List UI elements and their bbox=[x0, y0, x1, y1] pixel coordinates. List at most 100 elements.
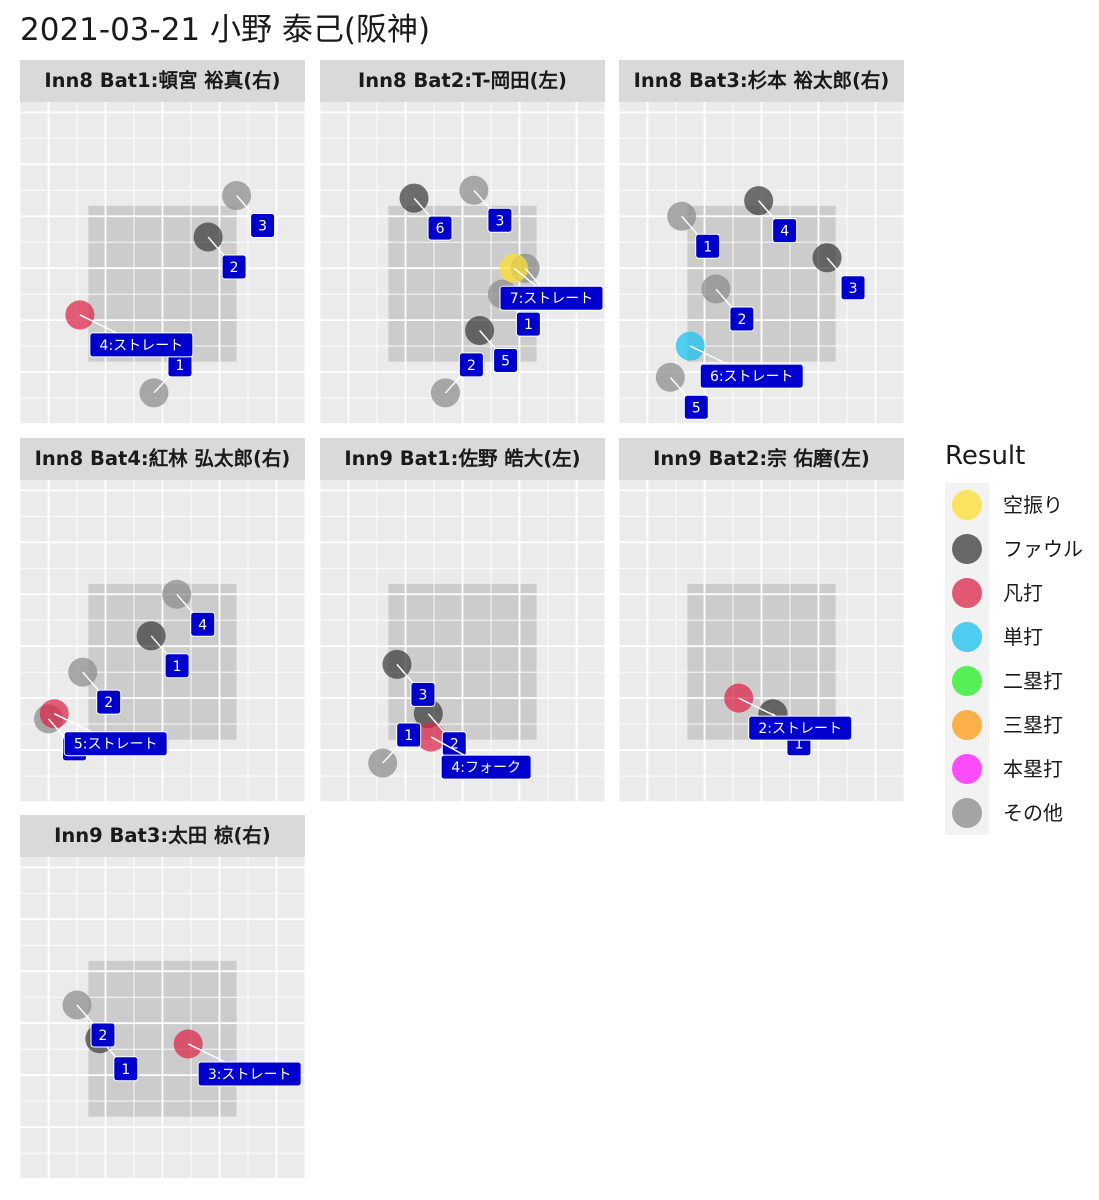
pitch-point bbox=[62, 990, 92, 1020]
pitch-label-box bbox=[410, 681, 436, 707]
pitch-label: 1 bbox=[404, 728, 413, 744]
pitch-label: 2 bbox=[99, 1028, 108, 1044]
pitch-label-box bbox=[748, 715, 853, 741]
pitch-label-box bbox=[221, 254, 247, 280]
plot-area: 12:ストレート bbox=[619, 480, 904, 802]
pitch-label: 4:フォーク bbox=[451, 760, 521, 776]
facet-panel: Inn9 Bat2:宗 佑磨(左) 1 2:ストレート bbox=[619, 438, 904, 802]
pitch-label: 3 bbox=[849, 281, 858, 297]
pitch-label: 4 bbox=[780, 224, 789, 240]
pitch-point bbox=[162, 579, 192, 609]
pitch-label-box bbox=[440, 754, 532, 780]
pitch-label-box bbox=[499, 285, 604, 311]
pitch-point bbox=[39, 699, 69, 729]
pitch-label-box bbox=[197, 1061, 302, 1087]
pitch-label-box bbox=[772, 218, 798, 244]
panel-title: Inn9 Bat1:佐野 皓大(左) bbox=[320, 438, 605, 480]
pitch-label-box bbox=[683, 394, 709, 420]
pitch-label-box bbox=[458, 352, 484, 378]
pitch-label: 4:ストレート bbox=[100, 338, 184, 354]
legend-item: 三塁打 bbox=[945, 703, 1063, 747]
legend-swatch bbox=[952, 578, 982, 608]
legend-swatch bbox=[952, 490, 982, 520]
grid-lines bbox=[320, 480, 605, 802]
pitch-label-box bbox=[250, 212, 276, 238]
pitch-label: 2 bbox=[104, 695, 113, 711]
panel-title: Inn9 Bat2:宗 佑磨(左) bbox=[619, 438, 904, 480]
pitch-point bbox=[655, 362, 685, 392]
legend-swatch bbox=[952, 534, 982, 564]
pitch-label: 3 bbox=[495, 213, 504, 229]
pitch-label: 6 bbox=[436, 221, 445, 237]
pitch-label: 1 bbox=[703, 239, 712, 255]
pitch-label-box bbox=[89, 332, 194, 358]
facet-panel: Inn8 Bat1:頓宮 裕真(右) 1 2 3 4:ストレート bbox=[20, 60, 305, 424]
pitch-label-box bbox=[90, 1022, 116, 1048]
pitch-label: 5 bbox=[501, 354, 510, 370]
facet-panel: Inn8 Bat3:杉本 裕太郎(右) 1 2 3 4 5 6:ストレート bbox=[619, 60, 904, 424]
panel-title: Inn8 Bat4:紅林 弘太郎(右) bbox=[20, 438, 305, 480]
panel-title: Inn9 Bat3:太田 椋(右) bbox=[20, 815, 305, 857]
facet-panel: Inn8 Bat2:T-岡田(左)1234567:ストレート bbox=[320, 60, 605, 424]
legend-label: 本塁打 bbox=[1003, 757, 1063, 781]
pitch-point bbox=[812, 243, 842, 273]
pitch-label-box bbox=[164, 653, 190, 679]
pitch-label: 2:ストレート bbox=[758, 721, 842, 737]
legend-item: 本塁打 bbox=[945, 747, 1063, 791]
facet-panel: Inn9 Bat3:太田 椋(右) 1 2 3:ストレート bbox=[20, 815, 305, 1179]
pitch-point bbox=[499, 253, 529, 283]
pitch-label: 5:ストレート bbox=[74, 737, 158, 753]
pitch-label-box bbox=[695, 233, 721, 259]
pitch-label: 3 bbox=[418, 687, 427, 703]
plot-area: 1 2 3 4:フォーク bbox=[320, 480, 605, 802]
legend-label: その他 bbox=[1003, 801, 1063, 825]
pitch-label: 3:ストレート bbox=[208, 1067, 292, 1083]
legend-title: Result bbox=[945, 441, 1026, 471]
pitch-label: 1 bbox=[794, 737, 803, 753]
pitch-label: 4 bbox=[198, 617, 207, 633]
legend-item: 凡打 bbox=[945, 571, 1043, 615]
plot-area: 1 2 3:ストレート bbox=[20, 857, 305, 1179]
legend-label: 二塁打 bbox=[1003, 669, 1063, 693]
pitch-label-box bbox=[840, 275, 866, 301]
legend-item: 空振り bbox=[945, 483, 1063, 527]
pitch-label-box bbox=[113, 1056, 139, 1082]
pitch-label: 6:ストレート bbox=[710, 369, 794, 385]
chart-title: 2021-03-21 小野 泰己(阪神) bbox=[20, 12, 431, 48]
pitch-label: 5 bbox=[692, 400, 701, 416]
plot-area: 1 2 3 4:ストレート bbox=[20, 102, 305, 424]
facet-panel: Inn9 Bat1:佐野 皓大(左) 1 2 3 4:フォーク bbox=[320, 438, 605, 802]
pitch-label: 1 bbox=[173, 659, 182, 675]
pitch-point bbox=[459, 175, 489, 205]
pitch-label: 3 bbox=[258, 218, 267, 234]
pitch-label: 1 bbox=[121, 1062, 130, 1078]
legend-label: 単打 bbox=[1003, 625, 1043, 649]
pitch-label-box bbox=[515, 311, 541, 337]
legend-item: 単打 bbox=[945, 615, 1043, 659]
pitch-label-box bbox=[729, 306, 755, 332]
pitch-label: 2 bbox=[230, 260, 239, 276]
pitch-label: 1 bbox=[175, 358, 184, 374]
legend-swatch bbox=[952, 710, 982, 740]
pitch-label: 7:ストレート bbox=[510, 291, 594, 307]
pitch-label-box bbox=[699, 363, 804, 389]
pitch-label-box bbox=[493, 348, 519, 374]
pitch-point bbox=[68, 657, 98, 687]
pitch-point bbox=[399, 183, 429, 213]
pitch-label-box bbox=[396, 722, 422, 748]
legend-item: 二塁打 bbox=[945, 659, 1063, 703]
legend-swatch bbox=[952, 666, 982, 696]
pitch-label: 1 bbox=[524, 317, 533, 333]
legend-item: ファウル bbox=[945, 527, 1083, 571]
legend-label: 三塁打 bbox=[1003, 713, 1063, 737]
legend-label: 凡打 bbox=[1003, 581, 1043, 605]
pitch-label-box bbox=[487, 207, 513, 233]
legend-swatch bbox=[952, 798, 982, 828]
legend-item: その他 bbox=[945, 791, 1063, 835]
panel-title: Inn8 Bat2:T-岡田(左) bbox=[320, 60, 605, 102]
legend-label: 空振り bbox=[1003, 493, 1063, 517]
pitch-label-box bbox=[96, 689, 122, 715]
legend: Result 空振りファウル凡打単打二塁打三塁打本塁打その他 bbox=[945, 441, 1083, 835]
